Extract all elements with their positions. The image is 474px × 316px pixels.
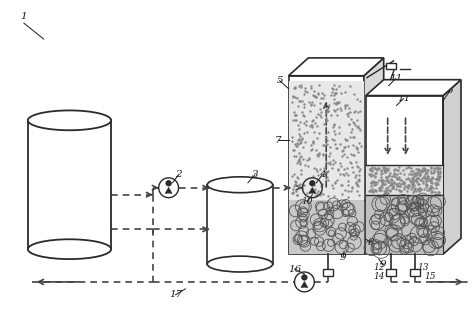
Polygon shape [28,120,111,249]
Polygon shape [443,80,461,254]
Text: 12: 12 [373,263,384,271]
Text: 13: 13 [418,263,429,271]
Polygon shape [207,185,273,264]
FancyBboxPatch shape [386,269,396,276]
Ellipse shape [28,110,111,130]
Text: 15: 15 [425,272,436,282]
Text: 9: 9 [340,252,346,262]
Text: 6: 6 [447,86,454,95]
Text: 11: 11 [397,94,410,103]
Polygon shape [289,200,364,254]
Circle shape [301,275,307,280]
Polygon shape [289,58,383,76]
Text: 8: 8 [367,238,374,247]
Text: 5: 5 [276,76,283,85]
Polygon shape [289,81,364,200]
Text: 2: 2 [175,170,182,179]
Polygon shape [366,165,443,195]
Polygon shape [165,187,172,193]
Polygon shape [309,187,316,193]
Polygon shape [301,282,308,287]
Text: 1: 1 [20,12,27,21]
Text: 4: 4 [319,170,326,179]
Text: 16: 16 [288,264,301,274]
Circle shape [310,180,315,186]
Text: 3: 3 [252,170,258,179]
FancyBboxPatch shape [410,269,420,276]
Ellipse shape [207,256,273,272]
Polygon shape [366,80,461,95]
Polygon shape [366,95,443,254]
Text: 7: 7 [274,136,281,145]
FancyBboxPatch shape [386,63,396,69]
Circle shape [166,180,172,186]
Text: 11: 11 [389,74,402,83]
Text: 10: 10 [301,197,313,206]
Ellipse shape [28,239,111,259]
Polygon shape [366,195,443,254]
Text: 14: 14 [373,272,384,282]
Polygon shape [289,76,364,254]
Polygon shape [364,58,383,254]
Text: 17: 17 [169,290,182,299]
FancyBboxPatch shape [323,269,333,276]
Text: 9: 9 [379,259,386,269]
Ellipse shape [207,177,273,193]
